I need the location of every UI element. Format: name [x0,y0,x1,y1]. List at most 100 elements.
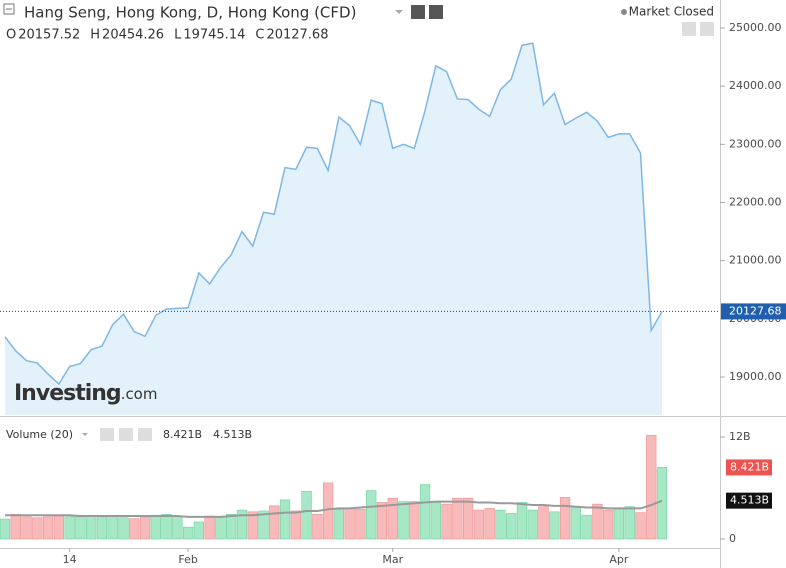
volume-bar [473,509,485,540]
gear-button[interactable] [429,5,443,19]
volume-bar [484,508,495,540]
volume-bar [129,518,140,540]
plot [4,42,663,415]
up-button[interactable] [700,22,714,36]
volume-last: 8.421B [163,428,202,441]
volume-bar [570,506,581,540]
y-tick-label: 25000.00 [729,21,782,34]
last-price-tag [721,303,786,320]
market-status: Market Closed [629,5,714,19]
ohlc-key: O [6,28,16,43]
volume-bar [53,515,64,540]
volume-bar [495,509,506,540]
watermark-suffix: .com [121,385,158,403]
ohlc-key: H [90,28,100,43]
settings-button[interactable] [411,5,425,19]
ohlc-legend: O 20157.52 H 20454.26 L 19745.14 C 20127.68 [6,28,328,43]
volume-bar [506,513,517,540]
volume-bar [624,506,635,540]
volume-bar [236,509,248,540]
volume-bar [462,497,474,540]
volume-bar [32,517,43,540]
volume-ma-last: 4.513B [213,428,252,441]
x-tick-label: 14 [63,553,77,566]
collapse-button[interactable] [3,3,15,15]
chart-title: Hang Seng, Hong Kong, D, Hong Kong (CFD) [24,4,356,22]
volume-bar [312,514,323,540]
y-tick-label: 22000.00 [729,195,782,208]
volume-bar [139,516,151,540]
y-tick-label: 24000.00 [729,79,782,92]
volume-bar [559,497,571,540]
volume-bar [301,491,312,540]
volume-bar [592,503,603,540]
volume-bar [387,497,398,540]
volume-bar [75,516,86,540]
pane-close[interactable] [138,428,152,441]
volume-bar [409,501,420,540]
volume-bar [516,502,528,540]
volume-bar [376,502,388,540]
volume-bar [172,515,183,540]
volume-bar [656,467,668,540]
volume-bar [182,526,194,540]
volume-bar [10,514,21,540]
y-tick-label: 0 [729,532,736,545]
price-line [4,42,663,386]
y-tick-label: 23000.00 [729,137,782,150]
volume-bar [42,516,54,540]
x-tick-label: Apr [609,553,629,566]
y-tick-label: 12B [729,430,751,443]
volume-bar [322,482,334,540]
volume-bar [398,501,409,540]
dropdown[interactable] [395,10,403,14]
volume-bar [441,503,452,540]
ohlc-key: C [255,28,264,43]
volume-bar [452,497,463,540]
volume-bar [646,434,657,540]
volume-bar [527,509,538,540]
volume-bar [96,516,108,540]
volume-bar [366,490,377,540]
status-dot [621,9,627,15]
volume-bar [161,514,172,540]
x-tick-label: Mar [382,553,403,566]
volume-bar [107,515,118,540]
volume-bar [193,521,205,540]
ma-tag [726,492,772,509]
watermark: Investing.com [14,381,157,406]
volume-bar [344,508,355,540]
volume-bar [269,505,280,540]
volume-bar [430,502,441,540]
volume-bar [226,514,237,540]
volume-bar [549,511,560,540]
pane-button[interactable] [100,428,114,441]
volume-bar [118,517,129,540]
volume-bar [333,508,345,540]
volume-bar [0,518,11,540]
ohlc-value: 20454.26 [102,28,164,43]
volume-tag [726,459,772,476]
ohlc-value: 20157.52 [18,28,80,43]
volume-ma [5,499,663,518]
volume-title: Volume (20) [6,428,73,441]
ohlc-value: 20127.68 [266,28,328,43]
volume-bar [204,515,215,540]
pane-button[interactable] [119,428,133,441]
last-price-label: 20127.68 [729,304,782,317]
price-area [5,43,662,415]
watermark-main: Investing [14,381,121,406]
volume-bar [613,508,625,540]
volume-bar [419,484,431,540]
volume-bar [247,511,258,540]
volume-bar [581,514,592,540]
volume-bar [64,516,75,540]
volume-bar [290,510,301,540]
volume-bar [603,509,614,540]
x-tick-label: Feb [178,553,197,566]
dropdown[interactable] [82,433,88,436]
ohlc-value: 19745.14 [183,28,245,43]
down-button[interactable] [682,22,696,36]
volume-bar [355,508,366,540]
